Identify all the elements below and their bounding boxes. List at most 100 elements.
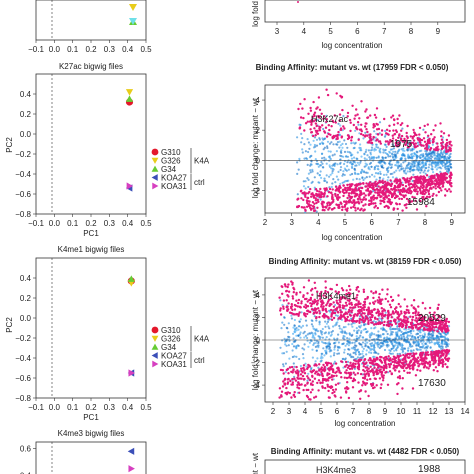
ma-point-sig: [360, 123, 363, 127]
ma-point-sig: [405, 139, 408, 142]
ma-point-ns: [282, 365, 285, 368]
ma-point-ns: [327, 150, 330, 153]
ma-point-ns: [383, 135, 387, 138]
x-tick-label: 0.0: [49, 45, 61, 54]
ma-point-ns: [440, 151, 443, 154]
ma-point-ns: [379, 172, 382, 175]
ma-point-ns: [315, 319, 318, 322]
ma-point-sig: [360, 132, 363, 136]
ma-point-ns: [393, 171, 396, 174]
ma-point-sig: [378, 193, 381, 197]
ma-point-sig: [323, 316, 326, 319]
ma-point-sig: [380, 129, 384, 132]
ma-point-sig: [318, 315, 321, 319]
ma-point-sig: [309, 128, 312, 131]
ma-point-ns: [348, 332, 351, 335]
ma-point-ns: [281, 321, 284, 324]
x-tick-label: −0.1: [28, 403, 44, 412]
x-tick-label: 2: [263, 218, 268, 227]
ma-point-ns: [358, 163, 361, 166]
ma-point-ns: [386, 179, 389, 182]
ma-point-sig: [350, 139, 353, 142]
ma-point-sig: [332, 200, 335, 203]
ma-point-ns: [370, 348, 373, 351]
ma-point-sig: [369, 382, 373, 386]
ma-point-sig: [314, 122, 318, 125]
ma-point-sig: [304, 122, 308, 125]
ma-point-ns: [390, 347, 393, 351]
ma-point-ns: [391, 333, 394, 336]
ma-point-sig: [400, 129, 403, 132]
ma-point-ns: [336, 141, 339, 144]
ma-point-sig: [379, 300, 382, 303]
ma-point-sig: [300, 300, 303, 303]
ma-point-ns: [361, 336, 364, 339]
ma-point-sig: [447, 134, 451, 137]
ma-point-sig: [440, 130, 443, 133]
ma-point-sig: [445, 138, 449, 142]
ma-point-sig: [363, 208, 366, 211]
ma-point-ns: [320, 160, 323, 164]
ma-point-sig: [364, 315, 367, 318]
ma-point-sig: [426, 148, 429, 151]
ma-point-sig: [432, 352, 435, 356]
ma-point-sig: [373, 366, 376, 369]
ma-point-ns: [402, 167, 405, 170]
top-marker-cyan: [129, 18, 137, 25]
ma-point-sig: [398, 178, 401, 181]
ma-point-sig: [445, 324, 449, 328]
ma-point-sig: [373, 206, 376, 209]
ma-point-sig: [380, 133, 384, 136]
ma-point-sig: [321, 124, 324, 127]
ma-point-sig: [280, 390, 284, 393]
ma-point-sig: [420, 324, 424, 328]
ma-point-sig: [383, 117, 386, 121]
ma-point-ns: [380, 327, 383, 330]
ma-point-sig: [447, 320, 451, 324]
ma-point-ns: [284, 371, 287, 374]
ma-point-sig: [418, 137, 422, 141]
ma-point-ns: [328, 142, 332, 145]
ma-point-ns: [336, 314, 339, 317]
ma-point-sig: [391, 298, 395, 302]
ma-point-sig: [408, 356, 411, 359]
ma-point-sig: [296, 383, 299, 387]
ma-point-sig: [382, 199, 385, 202]
ma-point-ns: [383, 143, 387, 146]
ma-point-sig: [322, 200, 325, 204]
ma-panel-k4me1: Binding Affinity: mutant vs. wt (38159 F…: [251, 257, 470, 428]
ma-point-ns: [418, 150, 421, 153]
ma-point-sig: [416, 144, 419, 148]
ma-point-sig: [354, 373, 357, 376]
ma-point-ns: [346, 150, 349, 153]
ma-point-sig: [359, 128, 363, 131]
ma-point-sig: [393, 184, 397, 188]
ma-point-sig: [366, 130, 369, 134]
ma-point-sig: [435, 178, 438, 181]
ma-point-ns: [291, 349, 294, 352]
ma-point-sig: [426, 123, 429, 126]
ma-point-sig: [339, 128, 343, 132]
ma-point-sig: [406, 124, 409, 128]
ma-point-sig: [356, 285, 360, 289]
ma-point-sig: [312, 134, 315, 138]
ma-point-sig: [389, 363, 393, 366]
ma-point-sig: [382, 308, 385, 311]
ma-point-sig: [419, 369, 422, 372]
ma-point-ns: [343, 181, 346, 184]
ma-point-sig: [402, 357, 405, 361]
ma-point-sig: [314, 363, 317, 366]
ma-point-sig: [308, 200, 311, 203]
ma-point-sig: [390, 140, 394, 143]
ma-point-ns: [447, 170, 450, 173]
ma-point-sig: [380, 307, 383, 310]
ma-point-sig: [302, 198, 305, 202]
ma-point-sig: [365, 382, 369, 385]
y-tick-label: 0: [256, 156, 261, 165]
ma-annotation-k4me1: H3K4me1: [316, 291, 356, 301]
pca-xlabel-k4me1: PC1: [83, 413, 99, 422]
ma-point-sig: [437, 363, 440, 367]
ma-point-sig: [318, 312, 321, 315]
ma-point-ns: [357, 350, 360, 353]
